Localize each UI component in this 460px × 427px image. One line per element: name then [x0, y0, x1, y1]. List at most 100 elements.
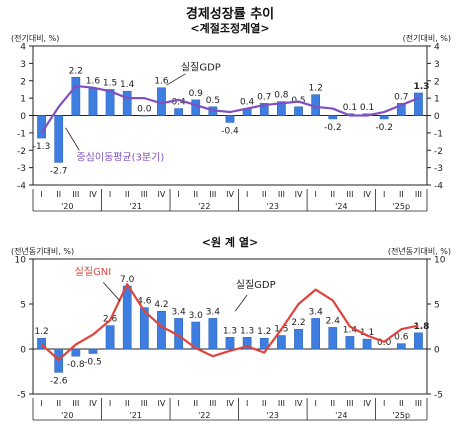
orig-quarter-label: II — [56, 399, 61, 408]
sa-quarter-label: II — [399, 190, 404, 199]
orig-bar — [311, 318, 321, 350]
sa-quarter-label: IV — [226, 190, 234, 199]
orig-bar-value-label: 1.3 — [240, 326, 254, 336]
orig-quarter-label: I — [177, 399, 179, 408]
orig-bar — [37, 337, 46, 350]
orig-bar — [362, 338, 372, 350]
orig-year-label: '20 — [61, 411, 73, 420]
top-chart-subtitle: <계절조정계열> — [190, 22, 270, 35]
orig-bar — [259, 337, 269, 350]
sa-bar-value-label: 1.6 — [86, 77, 101, 87]
orig-y-tick-label-left: 0 — [20, 346, 26, 356]
orig-bar-value-label: 2.4 — [326, 316, 341, 326]
sa-bar-value-label: 0.1 — [343, 103, 357, 113]
orig-y-tick-label-left: -5 — [17, 391, 26, 401]
sa-bar-value-label: 0.7 — [394, 92, 408, 102]
sa-quarter-label: I — [246, 190, 248, 199]
orig-bar-value-label: 3.4 — [171, 307, 186, 317]
sa-bar — [105, 89, 115, 116]
sa-bar-value-label: 0.5 — [206, 96, 220, 106]
sa-y-tick-label-right: -4 — [434, 182, 443, 192]
orig-quarter-label: I — [109, 399, 111, 408]
sa-bar — [259, 103, 269, 116]
sa-quarter-label: I — [109, 190, 111, 199]
sa-y-tick-label-left: 2 — [20, 77, 26, 87]
orig-bar — [139, 307, 149, 350]
sa-quarter-label: III — [141, 190, 148, 199]
orig-bar-value-label: 3.4 — [308, 307, 323, 317]
orig-y-tick-label-right: 5 — [434, 301, 440, 311]
orig-quarter-label: III — [209, 399, 216, 408]
orig-year-label: '25p — [393, 411, 410, 420]
sa-year-label: '23 — [267, 202, 279, 211]
sa-bar — [414, 92, 423, 116]
sa-bar-value-label: 1.3 — [413, 82, 429, 92]
orig-quarter-label: I — [383, 399, 385, 408]
sa-y-tick-label-right: -1 — [434, 129, 443, 139]
sa-bar-value-label: 0.1 — [360, 103, 374, 113]
sa-year-label: '25p — [393, 202, 410, 211]
orig-bar — [345, 336, 355, 350]
orig-quarter-label: I — [40, 399, 42, 408]
orig-quarter-label: I — [314, 399, 316, 408]
bottom-chart-subtitle: <원 계 열> — [201, 236, 259, 249]
sa-bar — [88, 87, 98, 116]
sa-bar-value-label: 1.4 — [120, 80, 135, 90]
sa-bar — [225, 115, 235, 123]
sa-bar — [174, 108, 183, 116]
sa-bar — [71, 77, 81, 116]
orig-quarter-label: II — [125, 399, 130, 408]
sa-bar — [379, 115, 389, 120]
orig-quarter-label: IV — [295, 399, 303, 408]
sa-bar-value-label: -1.3 — [33, 142, 51, 152]
orig-bar — [208, 318, 218, 350]
sa-bar-value-label: -2.7 — [50, 166, 68, 176]
sa-quarter-label: III — [72, 190, 79, 199]
sa-bar-value-label: 1.2 — [308, 84, 322, 94]
orig-bar-value-label: -0.8 — [67, 360, 85, 370]
sa-bar — [277, 101, 286, 116]
orig-year-label: '22 — [198, 411, 210, 420]
sa-bar-value-label: 1.6 — [154, 77, 169, 87]
orig-bar — [414, 332, 423, 350]
orig-quarter-label: III — [415, 399, 422, 408]
orig-quarter-label: II — [399, 399, 404, 408]
sa-y-tick-label-right: -3 — [434, 164, 443, 174]
orig-quarter-label: IV — [226, 399, 234, 408]
orig-y-tick-label-right: -5 — [434, 391, 443, 401]
orig-bar — [328, 327, 338, 350]
sa-y-tick-label-right: 1 — [434, 95, 440, 105]
orig-bar-value-label: 2.2 — [291, 318, 305, 328]
sa-year-label: '24 — [335, 202, 347, 211]
orig-annotation-pointer — [234, 294, 248, 312]
orig-quarter-label: III — [278, 399, 285, 408]
sa-bar — [122, 90, 132, 116]
orig-y-axis-label-left: (전년동기대비, %) — [11, 246, 74, 256]
sa-annotation-pointer — [65, 127, 80, 151]
sa-bar-value-label: 0.4 — [240, 98, 255, 108]
sa-y-tick-label-left: 1 — [20, 95, 26, 105]
sa-quarter-label: III — [346, 190, 353, 199]
sa-bar-value-label: -0.4 — [221, 126, 239, 136]
orig-quarter-label: III — [72, 399, 79, 408]
orig-bar-value-label: -0.5 — [84, 358, 102, 368]
sa-y-tick-label-left: 0 — [20, 112, 26, 122]
sa-quarter-label: IV — [158, 190, 166, 199]
orig-bar — [225, 337, 235, 350]
sa-bar — [139, 115, 149, 117]
orig-y-tick-label-left: 10 — [15, 256, 27, 266]
sa-y-tick-label-left: 4 — [20, 43, 26, 53]
sa-quarter-label: I — [383, 190, 385, 199]
sa-quarter-label: II — [56, 190, 61, 199]
orig-bar-value-label: 1.3 — [223, 326, 237, 336]
orig-bar-value-label: 4.6 — [137, 297, 152, 307]
orig-annotation-gdp: 실질GDP — [236, 279, 276, 291]
sa-bar — [54, 115, 64, 163]
orig-year-label: '21 — [130, 411, 142, 420]
orig-bar — [71, 348, 81, 357]
sa-line-series — [40, 84, 419, 134]
sa-bar-value-label: -0.2 — [324, 123, 342, 133]
orig-y-tick-label-left: 5 — [20, 301, 26, 311]
sa-y-tick-label-left: 3 — [20, 60, 26, 70]
